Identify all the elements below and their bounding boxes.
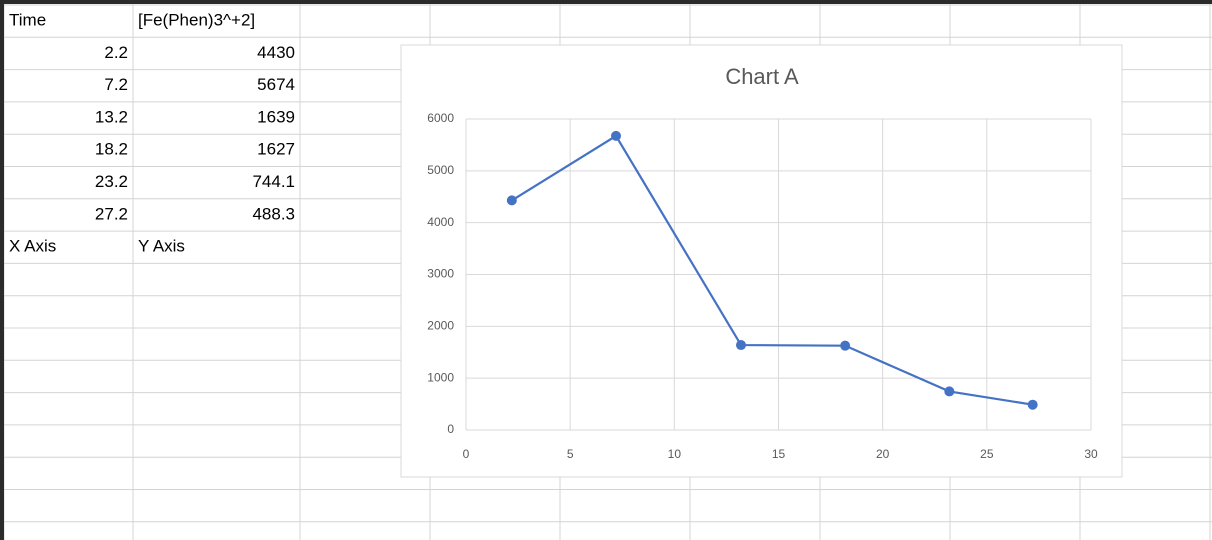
y-tick-label: 4000 [427,215,454,229]
left-border [0,0,4,540]
label-cell: X Axis [9,237,56,256]
x-tick-label: 30 [1084,447,1098,461]
x-tick-label: 0 [463,447,470,461]
y-tick-label: 6000 [427,111,454,125]
number-cell: 7.2 [104,75,128,94]
y-tick-label: 5000 [427,163,454,177]
top-border [0,0,1212,4]
cells: Time [Fe(Phen)3^+2] 2.2 4430 7.2 5674 13.2 1639… [9,10,295,255]
chart-area[interactable] [400,44,1123,478]
x-tick-label: 15 [772,447,786,461]
y-tick-label: 3000 [427,267,454,281]
x-tick-label: 25 [980,447,994,461]
header-cell: [Fe(Phen)3^+2] [138,10,255,29]
number-cell: 488.3 [252,204,295,223]
number-cell: 5674 [257,75,295,94]
y-tick-label: 2000 [427,319,454,333]
data-point [736,340,746,351]
number-cell: 13.2 [95,107,128,126]
x-tick-label: 20 [876,447,890,461]
header-cell: Time [9,10,46,29]
number-cell: 18.2 [95,140,128,159]
number-cell: 1639 [257,107,295,126]
number-cell: 27.2 [95,204,128,223]
chart-title: Chart A [725,64,799,89]
number-cell: 2.2 [104,43,128,62]
data-point [840,340,851,351]
data-point [1027,399,1038,410]
number-cell: 1627 [257,140,295,159]
y-tick-label: 1000 [427,370,454,384]
data-line [511,134,1033,406]
chart: 0 1000 2000 3000 4000 5000 6000 0 5 10 15 20 25 30 [427,111,1098,461]
data-point [944,386,955,397]
data-point [611,130,621,141]
data-point [506,195,517,206]
x-tick-label: 5 [567,447,574,461]
number-cell: 744.1 [252,172,295,191]
y-tick-label: 0 [447,422,454,436]
x-tick-label: 10 [668,447,682,461]
number-cell: 23.2 [95,172,128,191]
label-cell: Y Axis [138,237,185,256]
number-cell: 4430 [257,43,295,62]
